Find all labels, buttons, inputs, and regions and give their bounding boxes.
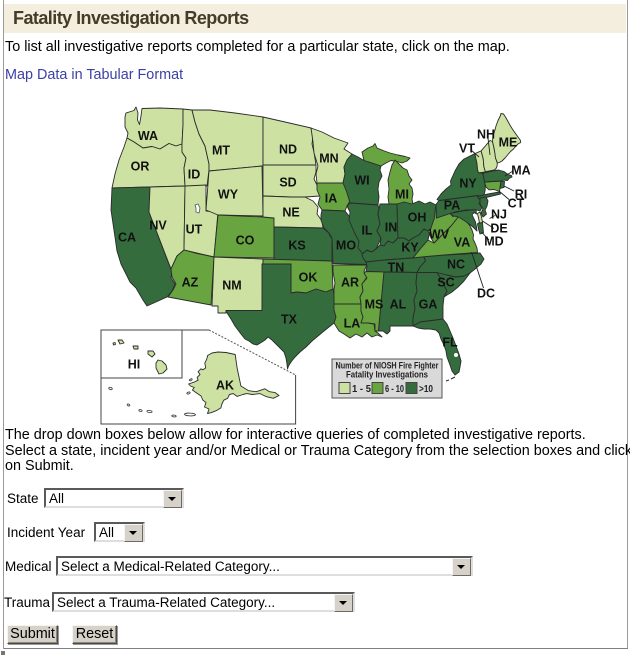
svg-text:MA: MA <box>511 164 530 178</box>
svg-text:NY: NY <box>459 177 477 191</box>
svg-text:VA: VA <box>454 236 470 250</box>
svg-text:IA: IA <box>325 192 338 206</box>
svg-text:HI: HI <box>128 358 141 372</box>
svg-text:TN: TN <box>388 261 405 275</box>
svg-text:FL: FL <box>442 336 458 350</box>
svg-text:KS: KS <box>288 239 305 253</box>
svg-text:AR: AR <box>341 276 359 290</box>
svg-text:WA: WA <box>138 129 158 143</box>
svg-text:MN: MN <box>319 152 338 166</box>
svg-text:>10: >10 <box>419 383 433 395</box>
svg-text:TX: TX <box>281 313 298 327</box>
svg-text:LA: LA <box>344 317 361 331</box>
svg-text:NJ: NJ <box>491 208 507 222</box>
svg-text:Number of NIOSH Fire Fighter: Number of NIOSH Fire Fighter <box>336 361 439 371</box>
svg-text:1 - 5: 1 - 5 <box>352 383 371 395</box>
svg-text:AL: AL <box>390 298 407 312</box>
svg-text:OK: OK <box>299 271 318 285</box>
svg-text:OR: OR <box>131 160 150 174</box>
svg-text:GA: GA <box>419 298 438 312</box>
svg-text:OH: OH <box>408 211 427 225</box>
svg-text:ME: ME <box>499 136 518 150</box>
svg-text:ID: ID <box>188 168 201 182</box>
svg-text:WV: WV <box>429 228 450 242</box>
svg-text:SD: SD <box>279 176 296 190</box>
svg-text:NE: NE <box>282 206 299 220</box>
svg-text:RI: RI <box>515 188 528 202</box>
svg-text:NM: NM <box>222 279 241 293</box>
svg-text:IL: IL <box>361 224 372 238</box>
svg-text:CT: CT <box>508 197 525 211</box>
svg-text:IN: IN <box>385 221 398 235</box>
svg-text:6 - 10: 6 - 10 <box>385 383 404 395</box>
svg-text:WY: WY <box>218 188 239 202</box>
svg-text:UT: UT <box>186 223 203 237</box>
svg-text:CO: CO <box>236 234 255 248</box>
svg-text:DE: DE <box>490 222 507 236</box>
svg-text:WI: WI <box>354 174 369 188</box>
svg-text:NC: NC <box>447 258 465 272</box>
svg-text:MO: MO <box>336 239 356 253</box>
svg-text:MT: MT <box>212 144 230 158</box>
svg-text:MS: MS <box>365 298 384 312</box>
svg-text:AK: AK <box>216 379 234 393</box>
svg-text:ND: ND <box>279 143 297 157</box>
svg-text:MD: MD <box>484 235 503 249</box>
svg-text:Fatality Investigations: Fatality Investigations <box>346 370 428 380</box>
svg-text:SC: SC <box>437 276 454 290</box>
svg-text:NV: NV <box>149 219 167 233</box>
svg-text:VT: VT <box>459 142 475 156</box>
svg-text:NH: NH <box>477 128 495 142</box>
svg-text:MI: MI <box>395 188 409 202</box>
svg-text:KY: KY <box>401 241 419 255</box>
svg-text:DC: DC <box>477 287 495 301</box>
svg-text:PA: PA <box>444 199 460 213</box>
svg-text:AZ: AZ <box>182 276 199 290</box>
svg-text:CA: CA <box>118 231 136 245</box>
